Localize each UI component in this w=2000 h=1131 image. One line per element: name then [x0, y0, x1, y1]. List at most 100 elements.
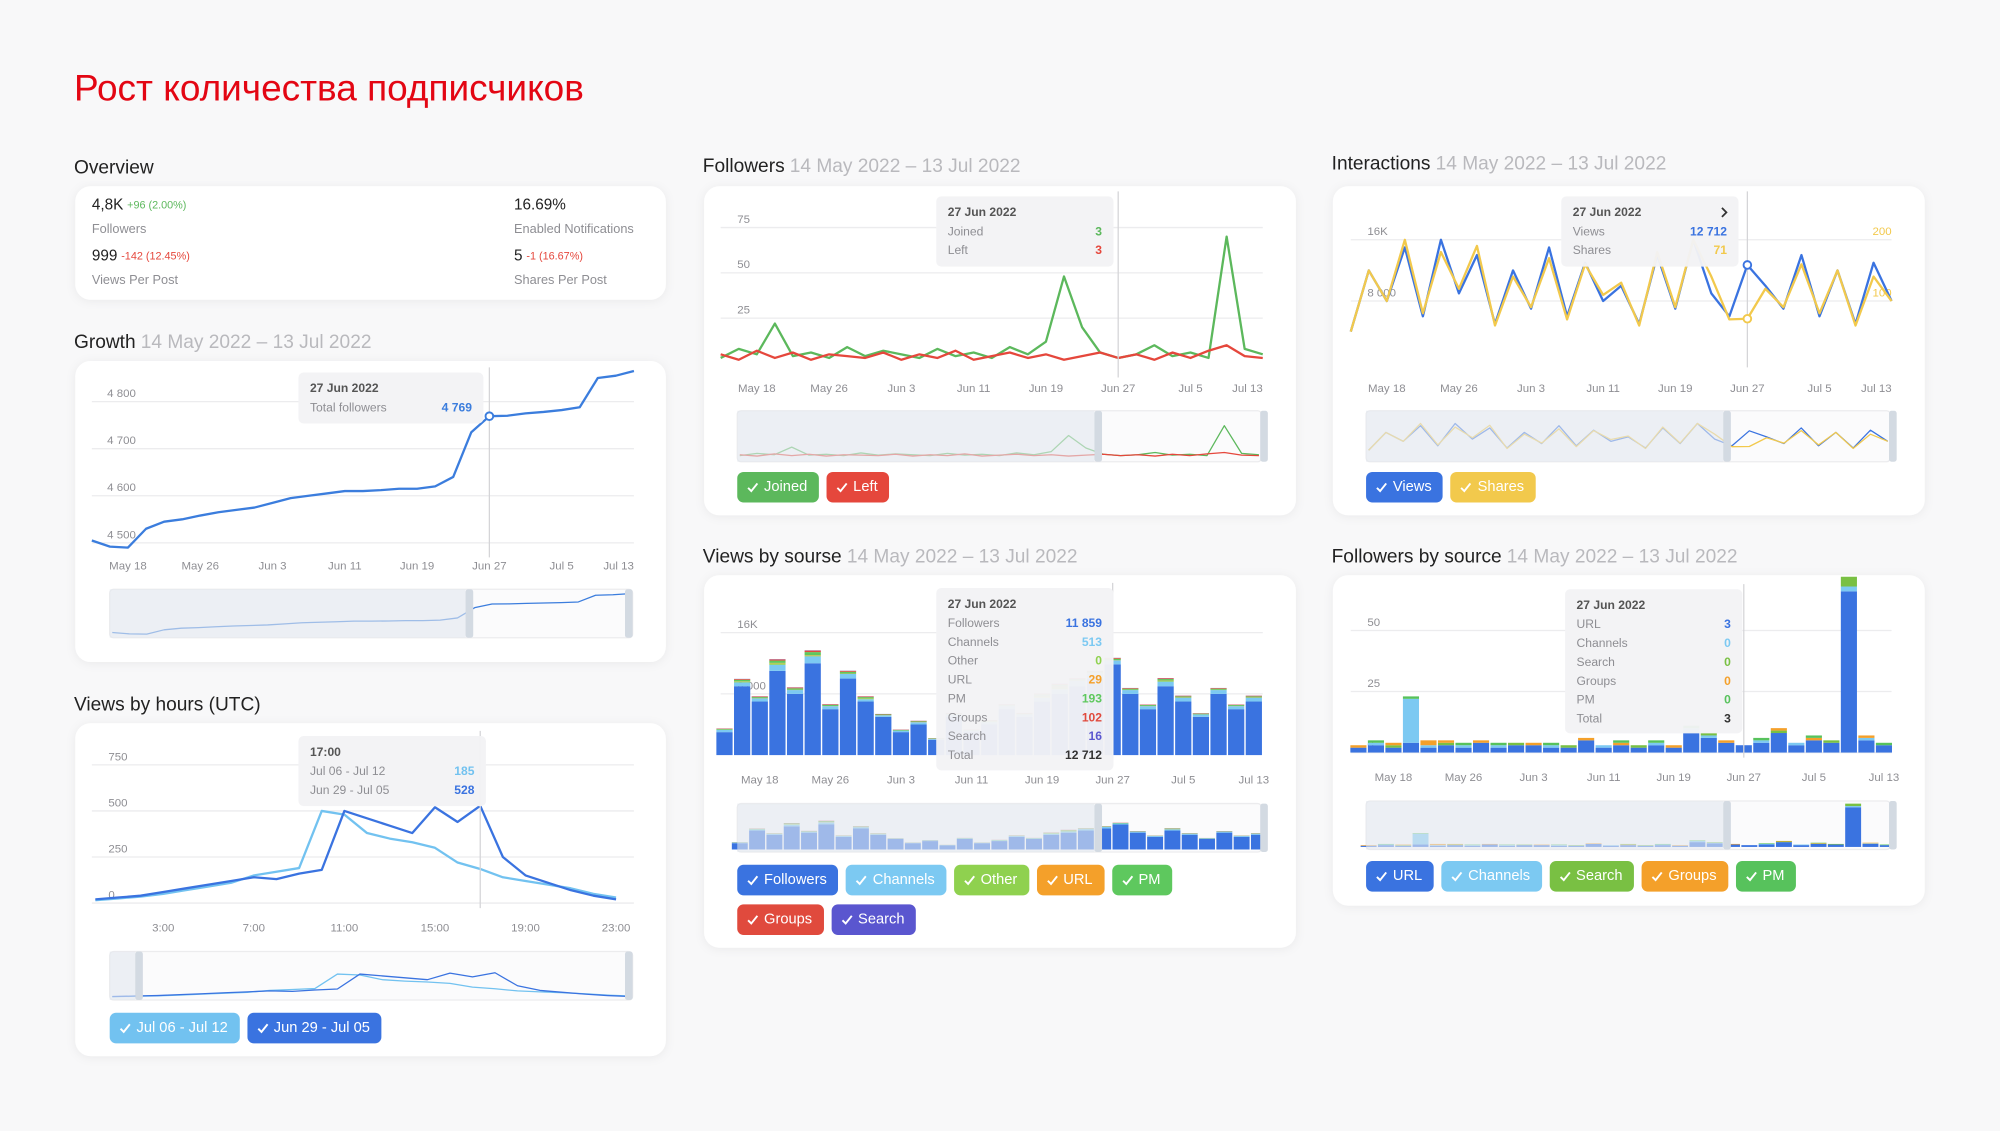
legend-label: Channels [1468, 868, 1531, 884]
legend-button[interactable]: URL [1036, 864, 1105, 896]
bar-segment [1770, 733, 1787, 753]
bar-segment [875, 716, 892, 756]
legend-button[interactable]: Other [953, 864, 1029, 896]
preview-bar [1216, 832, 1233, 850]
legend-button[interactable]: Views [1366, 471, 1444, 503]
bar-segment [1402, 696, 1420, 699]
x-tick-label: May 26 [1440, 383, 1478, 395]
legend-button[interactable]: Left [826, 471, 890, 503]
tooltip-label: Views [1573, 224, 1605, 238]
legend-button[interactable]: Groups [1641, 860, 1729, 892]
preview-bar [1147, 836, 1164, 850]
navigator-mask [109, 589, 466, 638]
y-tick-label: 50 [737, 259, 750, 271]
bar-segment [1875, 742, 1892, 746]
x-tick-label: May 18 [738, 383, 776, 395]
bar-segment [751, 696, 768, 698]
tooltip-label: Left [948, 243, 969, 257]
legend-button[interactable]: Groups [737, 904, 824, 935]
check [1651, 871, 1663, 882]
tooltip-value: 528 [454, 783, 474, 797]
stat: 16.69% [514, 196, 566, 213]
y-tick-label: 0 [108, 889, 114, 901]
check-icon [1046, 875, 1058, 886]
tooltip-title: 27 Jun 2022 [1573, 205, 1642, 219]
legend-label: Other [980, 872, 1018, 888]
x-tick-label: May 18 [1375, 772, 1413, 784]
legend-button[interactable]: Jul 06 - Jul 12 [109, 1012, 240, 1044]
x-tick-label: Jun 19 [1025, 775, 1059, 787]
bar-segment [1613, 745, 1630, 753]
bar-segment [716, 728, 733, 730]
preview-bar [1199, 838, 1215, 839]
legend-button[interactable]: URL [1366, 860, 1434, 892]
crosshair-dot [1742, 313, 1753, 324]
preview-bar [1775, 840, 1792, 842]
bar-segment [1595, 747, 1612, 753]
tooltip-label: Total followers [310, 400, 387, 414]
bar-segment [1192, 713, 1210, 715]
x-tick-label: Jun 3 [1517, 383, 1545, 395]
x-tick-label: Jul 5 [1171, 775, 1195, 787]
bar-segment [786, 690, 804, 694]
legend-button[interactable]: Channels [845, 864, 947, 896]
legend-button[interactable]: Joined [737, 471, 819, 503]
bar-segment [857, 699, 874, 702]
y-tick-label: 4 500 [107, 529, 136, 541]
preview-bar [1129, 832, 1146, 850]
x-tick-label: Jun 3 [1520, 772, 1548, 784]
bar-segment [1788, 742, 1805, 746]
bar-segment [1472, 740, 1490, 743]
tooltip-value: 0 [1724, 655, 1731, 669]
section-title: Growth 14 May 2022 – 13 Jul 2022 [74, 332, 371, 353]
legend: Followers Channels Other URL PM Groups Search [737, 864, 1211, 935]
bar-segment [1823, 740, 1840, 743]
section-title: Views by hours (UTC) [74, 694, 261, 715]
bar-segment [769, 663, 786, 665]
series-line [95, 804, 617, 901]
preview-bar [1233, 836, 1250, 837]
legend-label: Groups [1668, 868, 1717, 884]
legend-button[interactable]: Jun 29 - Jul 05 [246, 1012, 382, 1044]
bar-segment [857, 696, 874, 698]
legend-button[interactable]: PM [1111, 864, 1172, 896]
x-tick-label: Jun 19 [1657, 772, 1691, 784]
x-tick-label: 3:00 [152, 923, 174, 935]
legend-button[interactable]: Followers [737, 864, 839, 896]
bar-segment [1490, 742, 1507, 746]
y-tick-label: 4 700 [107, 435, 136, 447]
x-tick-label: 23:00 [602, 923, 631, 935]
preview-bar [1164, 829, 1181, 831]
x-tick-label: 11:00 [330, 923, 358, 935]
tooltip-value: 16 [1089, 729, 1103, 743]
bar-segment [1578, 740, 1595, 753]
stat: 999 -142 (12.45%) [92, 247, 190, 264]
check [964, 875, 975, 886]
bar-segment [1228, 709, 1245, 756]
legend-label: Jul 06 - Jul 12 [136, 1020, 228, 1036]
legend: Views Shares [1366, 471, 1902, 503]
x-tick-label: May 26 [181, 560, 219, 572]
legend-button[interactable]: Shares [1450, 471, 1536, 503]
check [856, 875, 867, 886]
legend: Jul 06 - Jul 12 Jun 29 - Jul 05 [109, 1012, 646, 1044]
legend-button[interactable]: Channels [1441, 860, 1542, 892]
x-tick-label: Jul 13 [1869, 772, 1900, 784]
navigator-mask [737, 803, 1095, 853]
bar-segment [1210, 688, 1227, 689]
stat: 5 -1 (16.67%) [514, 247, 583, 264]
check [1451, 871, 1463, 882]
bar-segment [1367, 742, 1384, 746]
bar-segment [1700, 733, 1717, 736]
legend-label: Followers [764, 872, 827, 888]
series-line [720, 344, 1263, 361]
legend-label: Left [853, 479, 878, 495]
x-tick-label: Jul 5 [1802, 772, 1826, 784]
x-tick-label: May 26 [1445, 772, 1483, 784]
legend-button[interactable]: PM [1735, 860, 1796, 892]
tooltip-value: 12 712 [1690, 224, 1727, 238]
bar-segment [769, 659, 786, 661]
legend-button[interactable]: Search [1549, 860, 1634, 892]
bar-segment [875, 714, 892, 716]
legend-button[interactable]: Search [831, 904, 917, 935]
